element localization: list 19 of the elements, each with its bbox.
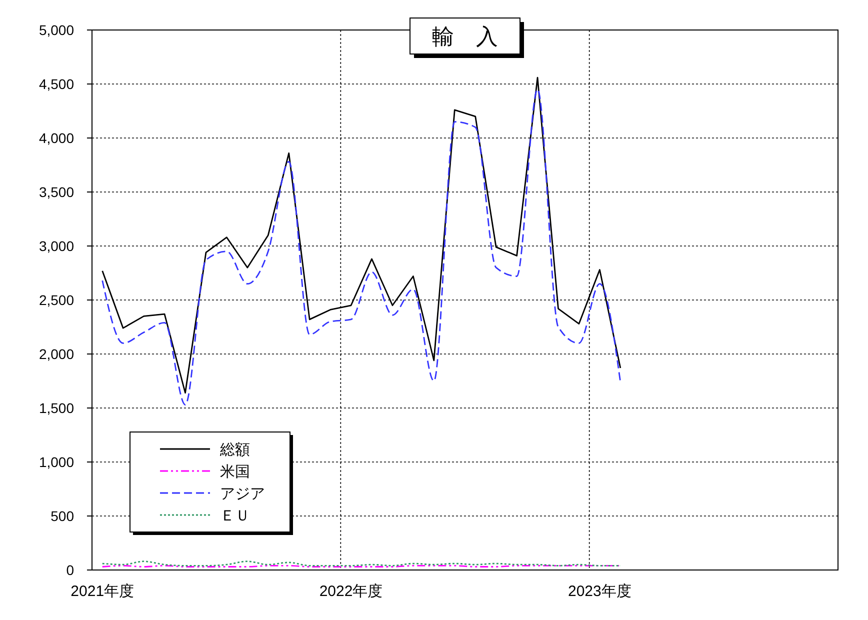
x-tick-label: 2022年度 <box>319 583 383 600</box>
y-tick-label: 2,500 <box>38 292 74 308</box>
chart-title: 輸 入 <box>432 24 498 49</box>
x-tick-label: 2023年度 <box>568 583 632 600</box>
y-tick-label: 5,000 <box>38 22 74 38</box>
y-tick-label: 2,000 <box>38 346 74 362</box>
legend-label: アジア <box>220 485 265 502</box>
y-tick-label: 4,500 <box>38 76 74 92</box>
y-tick-label: 4,000 <box>38 130 74 146</box>
legend-label: 総額 <box>219 441 250 458</box>
y-tick-label: 3,500 <box>38 184 74 200</box>
y-tick-label: 0 <box>66 562 74 578</box>
x-tick-label: 2021年度 <box>70 583 134 600</box>
y-tick-label: 500 <box>50 508 74 524</box>
y-tick-label: 3,000 <box>38 238 74 254</box>
y-tick-label: 1,000 <box>38 454 74 470</box>
legend-label: 米国 <box>220 463 250 480</box>
y-tick-label: 1,500 <box>38 400 74 416</box>
legend-label: ＥＵ <box>220 507 250 524</box>
